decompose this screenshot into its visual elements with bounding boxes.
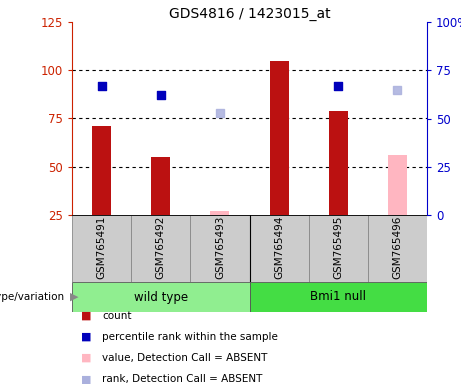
Text: ■: ■	[81, 353, 92, 363]
Text: GSM765493: GSM765493	[215, 215, 225, 279]
Text: percentile rank within the sample: percentile rank within the sample	[102, 332, 278, 342]
Bar	[211, 211, 230, 215]
Bar	[92, 126, 111, 215]
Point	[394, 86, 401, 93]
Text: ■: ■	[81, 374, 92, 384]
Text: genotype/variation: genotype/variation	[0, 292, 67, 302]
Point	[216, 110, 224, 116]
Point	[335, 83, 342, 89]
Text: GSM765492: GSM765492	[156, 215, 166, 279]
Bar	[368, 215, 427, 282]
Bar	[249, 282, 427, 312]
Bar	[151, 157, 170, 215]
Text: Bmi1 null: Bmi1 null	[310, 291, 366, 303]
Bar	[72, 215, 131, 282]
Bar	[249, 215, 309, 282]
Title: GDS4816 / 1423015_at: GDS4816 / 1423015_at	[169, 7, 331, 21]
Text: ■: ■	[81, 311, 92, 321]
Text: GSM765496: GSM765496	[392, 215, 402, 279]
Bar	[131, 215, 190, 282]
Text: rank, Detection Call = ABSENT: rank, Detection Call = ABSENT	[102, 374, 262, 384]
Bar	[388, 155, 407, 215]
Text: value, Detection Call = ABSENT: value, Detection Call = ABSENT	[102, 353, 267, 363]
Text: GSM765491: GSM765491	[97, 215, 106, 279]
Bar	[270, 61, 289, 215]
Text: GSM765495: GSM765495	[333, 215, 343, 279]
Text: wild type: wild type	[134, 291, 188, 303]
Bar	[329, 111, 348, 215]
Text: ■: ■	[81, 332, 92, 342]
Point	[98, 83, 105, 89]
Text: count: count	[102, 311, 131, 321]
Bar	[309, 215, 368, 282]
Bar	[72, 282, 249, 312]
Text: ▶: ▶	[70, 292, 78, 302]
Point	[157, 92, 165, 98]
Bar	[190, 215, 249, 282]
Text: GSM765494: GSM765494	[274, 215, 284, 279]
